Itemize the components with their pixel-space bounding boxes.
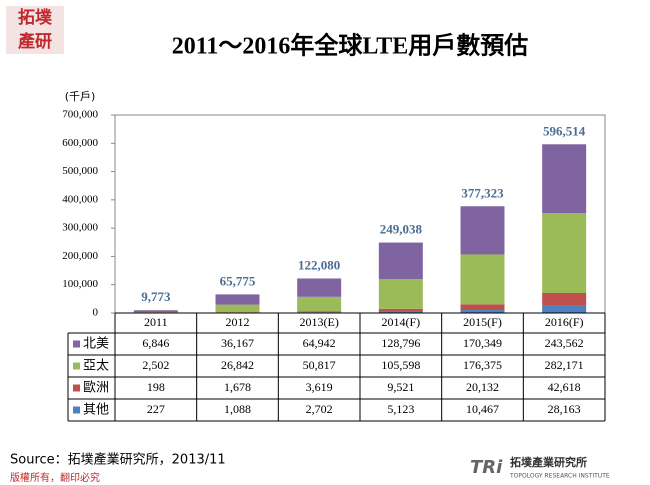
x-tick-label: 2012 (226, 315, 250, 329)
y-tick-label: 300,000 (62, 222, 98, 234)
table-value: 50,817 (303, 358, 336, 372)
table-value: 2,502 (142, 358, 169, 372)
total-label: 249,038 (380, 222, 423, 237)
table-value: 176,375 (463, 358, 502, 372)
brand-name: 拓墣產業研究所 (510, 455, 587, 469)
legend-label: 歐洲 (83, 381, 109, 396)
table-value: 36,167 (221, 336, 254, 350)
table-value: 227 (147, 402, 165, 416)
y-tick-label: 600,000 (62, 137, 98, 149)
bar-segment (378, 308, 423, 312)
bar-segment (297, 296, 342, 312)
y-tick-label: 200,000 (62, 250, 98, 262)
legend-label: 其他 (83, 403, 109, 418)
total-label: 377,323 (461, 185, 504, 200)
table-value: 170,349 (463, 336, 502, 350)
table-value: 28,163 (548, 402, 581, 416)
table-value: 1,088 (224, 402, 251, 416)
legend-label: 亞太 (83, 359, 109, 374)
y-tick-label: 0 (93, 307, 99, 319)
bar-segment (378, 242, 423, 279)
table-value: 26,842 (221, 358, 254, 372)
brand-english: TOPOLOGY RESEARCH INSTITUTE (509, 473, 610, 480)
legend-swatch (73, 340, 80, 348)
bar-segment (215, 304, 260, 313)
table-value: 9,521 (387, 380, 414, 394)
bar-segment (133, 310, 178, 313)
table-value: 1,678 (224, 380, 251, 394)
x-tick-label: 2013(E) (300, 315, 339, 329)
bar-segment (215, 294, 260, 305)
legend-swatch (73, 362, 80, 370)
total-label: 596,514 (543, 123, 586, 138)
table-value: 42,618 (548, 380, 581, 394)
bar-segment (297, 311, 342, 313)
table-value: 64,942 (303, 336, 336, 350)
source: Source：拓墣產業研究所，2013/11 (10, 452, 226, 468)
bar-segment (460, 304, 505, 311)
y-axis-label: (千戶) (65, 90, 96, 103)
y-tick-label: 500,000 (62, 165, 98, 177)
bar-segment (378, 311, 423, 313)
logo-box (6, 6, 64, 54)
table-value: 6,846 (142, 336, 169, 350)
bar-segment (542, 213, 587, 293)
table-value: 10,467 (466, 402, 499, 416)
y-tick-label: 700,000 (62, 109, 98, 121)
bar-segment (460, 310, 505, 313)
brand-mark: TRi (470, 457, 503, 478)
legend-swatch (73, 384, 80, 392)
bar-segment (460, 254, 505, 305)
y-tick-label: 100,000 (62, 278, 98, 290)
total-label: 65,775 (220, 273, 256, 288)
total-label: 122,080 (298, 257, 340, 272)
table-value: 2,702 (306, 402, 333, 416)
x-tick-label: 2016(F) (545, 315, 584, 329)
bar-segment (460, 206, 505, 255)
x-tick-label: 2014(F) (381, 315, 420, 329)
table-value: 5,123 (387, 402, 414, 416)
bar-segment (542, 305, 587, 313)
logo-text: 產研 (18, 31, 52, 52)
total-label: 9,773 (141, 289, 171, 304)
table-value: 282,171 (545, 358, 584, 372)
table-value: 243,562 (545, 336, 584, 350)
y-tick-label: 400,000 (62, 193, 98, 205)
chart-title: 2011～2016年全球LTE用戶數預估 (172, 32, 529, 60)
bar-segment (297, 278, 342, 297)
bar-segment (542, 292, 587, 306)
copyright: 版權所有，翻印必究 (10, 471, 100, 484)
x-tick-label: 2011 (144, 315, 168, 329)
table-value: 20,132 (466, 380, 499, 394)
legend-label: 北美 (83, 337, 109, 352)
table-value: 198 (147, 380, 165, 394)
table-value: 3,619 (306, 380, 333, 394)
legend-swatch (73, 406, 80, 414)
bar-segment (542, 144, 587, 214)
table-value: 128,796 (381, 336, 420, 350)
bar-segment (378, 278, 423, 309)
x-tick-label: 2015(F) (463, 315, 502, 329)
table-value: 105,598 (381, 358, 420, 372)
logo-text: 拓墣 (18, 8, 52, 28)
